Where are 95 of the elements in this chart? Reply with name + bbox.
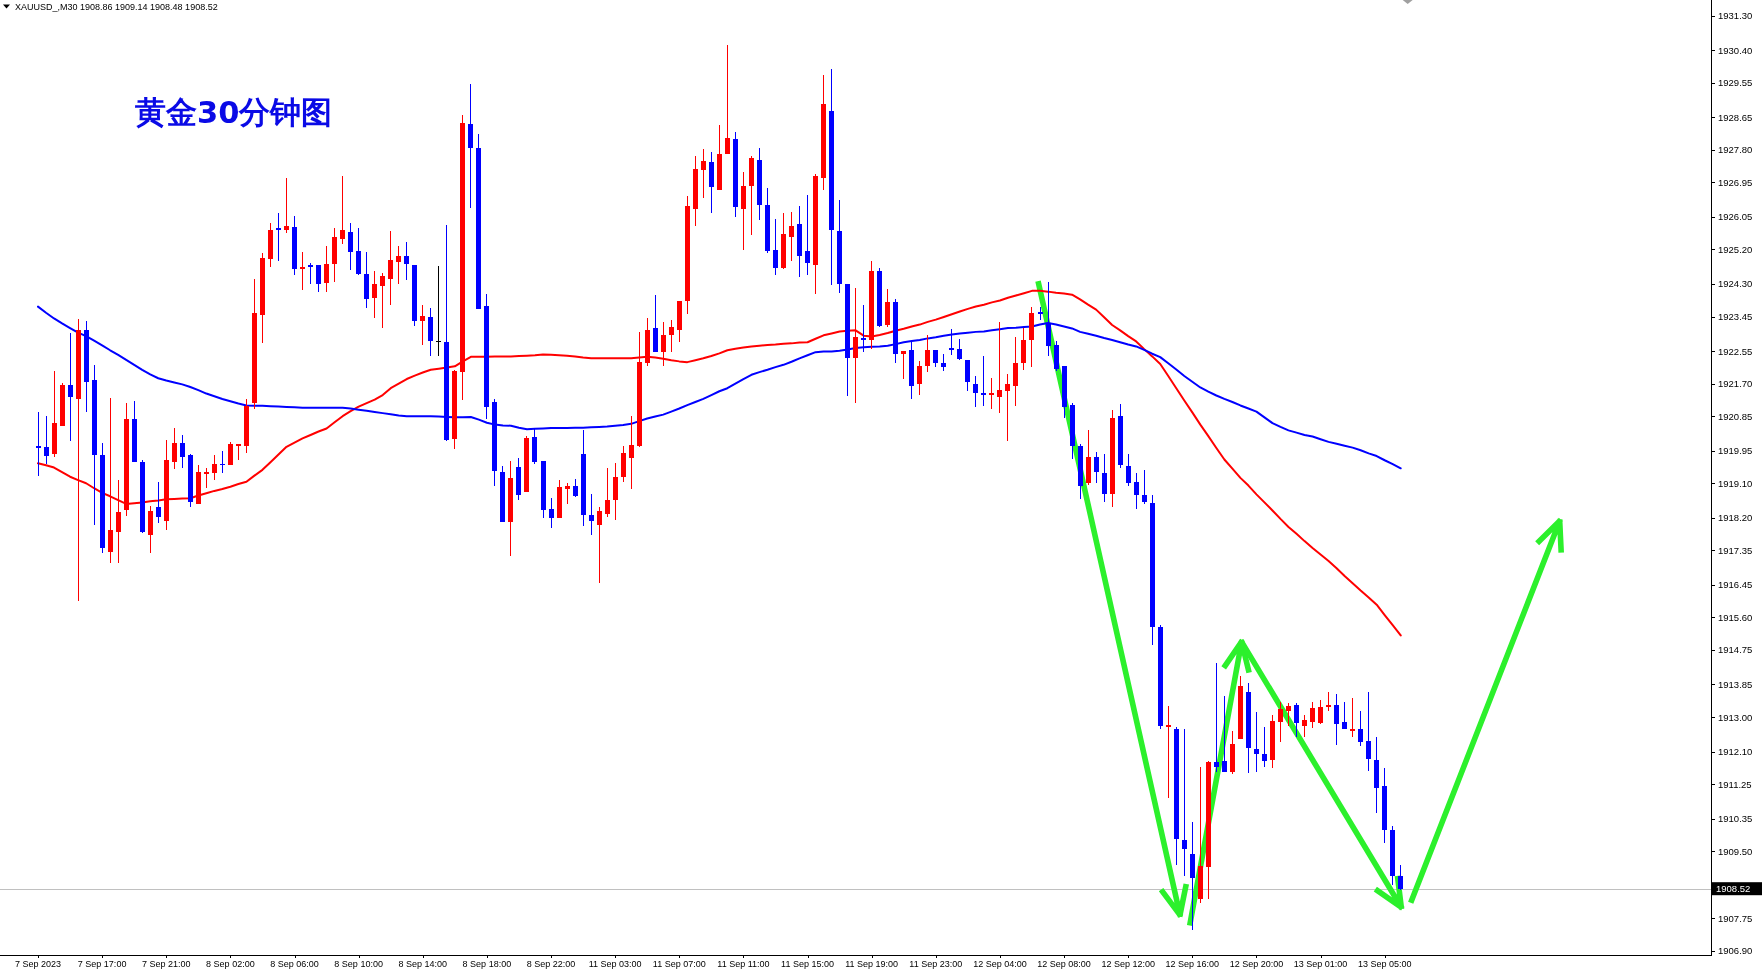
candlestick	[589, 494, 594, 535]
y-tick-label: 1922.55	[1718, 345, 1753, 357]
candlestick	[436, 266, 441, 356]
y-tick-label: 1926.95	[1718, 176, 1753, 188]
y-tick-label: 1924.30	[1718, 278, 1753, 290]
y-tick-label: 1906.90	[1718, 945, 1753, 957]
candlestick	[204, 468, 209, 488]
candlestick	[404, 242, 409, 280]
candlestick	[997, 322, 1002, 413]
x-tick-label: 11 Sep 07:00	[652, 959, 706, 969]
y-tick-label: 1925.20	[1718, 243, 1753, 255]
y-tick-label: 1928.65	[1718, 111, 1753, 123]
y-tick-label: 1915.60	[1718, 611, 1753, 623]
x-tick-label: 11 Sep 15:00	[781, 959, 834, 969]
y-tick-label: 1923.45	[1718, 311, 1753, 323]
x-tick-label: 12 Sep 16:00	[1165, 959, 1220, 969]
candlestick	[380, 273, 385, 328]
x-tick-label: 8 Sep 06:00	[270, 959, 319, 969]
x-tick-label: 7 Sep 17:00	[77, 959, 127, 969]
y-tick-label: 1912.10	[1718, 746, 1753, 758]
candlestick	[44, 416, 49, 464]
candlestick	[701, 149, 706, 198]
candlestick	[1286, 703, 1291, 726]
candlestick	[1038, 307, 1043, 320]
y-tick-label: 1931.30	[1718, 10, 1753, 22]
candlestick	[629, 416, 634, 489]
y-tick-label: 1930.40	[1718, 44, 1753, 56]
candlestick	[420, 305, 425, 345]
candlestick	[284, 178, 289, 233]
annotation: XAUUSD_,M30 1908.86 1909.14 1908.48 1908.52	[15, 2, 218, 12]
candlestick	[340, 176, 345, 244]
candlestick	[597, 507, 602, 583]
candlestick	[1182, 729, 1187, 876]
text: 黄金30分钟图	[135, 94, 333, 130]
y-tick-label: 1911.25	[1718, 778, 1752, 790]
x-tick-label: 13 Sep 01:00	[1293, 959, 1348, 969]
y-tick-label: 1918.20	[1718, 512, 1753, 524]
candlestick	[276, 213, 281, 261]
candlestick	[236, 444, 241, 460]
candlestick	[1166, 706, 1171, 798]
candlestick	[108, 398, 113, 563]
candlestick	[725, 45, 730, 154]
candlestick	[68, 333, 73, 441]
y-tick-label: 1927.80	[1718, 144, 1753, 156]
candlestick	[1214, 663, 1219, 772]
candlestick	[901, 351, 906, 379]
x-tick-label: 11 Sep 23:00	[909, 959, 963, 969]
x-tick-label: 8 Sep 10:00	[334, 959, 383, 969]
y-tick-label: 1919.10	[1718, 477, 1753, 489]
x-tick-label: 8 Sep 14:00	[398, 959, 448, 969]
x-tick-label: 12 Sep 08:00	[1037, 959, 1091, 969]
x-tick-label: 8 Sep 02:00	[206, 959, 255, 969]
y-tick-label: 1907.75	[1718, 912, 1753, 924]
candlestick	[36, 412, 41, 476]
y-tick-label: 1913.00	[1718, 711, 1753, 723]
candlestick	[1254, 712, 1259, 772]
candlestick	[989, 378, 994, 409]
y-tick-label: 1926.05	[1718, 211, 1753, 223]
candlestick	[949, 329, 954, 355]
y-tick-label: 1919.95	[1718, 445, 1753, 457]
y-tick-label: 1910.35	[1718, 813, 1753, 825]
y-tick-label: 1913.85	[1718, 678, 1753, 690]
ref-line-label: 1908.52	[1716, 883, 1751, 895]
candlestick	[1262, 727, 1267, 767]
x-tick-label: 12 Sep 12:00	[1101, 959, 1155, 969]
y-tick-label: 1909.50	[1718, 845, 1753, 857]
candlestick	[1142, 470, 1147, 504]
y-tick-label: 1916.45	[1718, 579, 1753, 591]
candlestick	[805, 195, 810, 275]
x-tick-label: 12 Sep 20:00	[1229, 959, 1284, 969]
candlestick	[565, 483, 570, 504]
candlestick	[300, 252, 305, 290]
x-tick-label: 11 Sep 11:00	[717, 959, 770, 969]
x-tick-label: 12 Sep 04:00	[973, 959, 1027, 969]
y-tick-label: 1920.85	[1718, 410, 1753, 422]
candlestick	[308, 263, 313, 284]
candlestick	[1326, 692, 1331, 711]
candlestick	[1005, 374, 1010, 441]
y-tick-label: 1917.35	[1718, 544, 1753, 556]
x-tick-label: 8 Sep 18:00	[462, 959, 512, 969]
x-tick-label: 13 Sep 05:00	[1357, 959, 1412, 969]
y-tick-label: 1914.75	[1718, 644, 1753, 656]
candlestick	[1222, 696, 1227, 772]
x-tick-label: 7 Sep 21:00	[141, 959, 191, 969]
candlestick	[220, 451, 225, 473]
candlestick	[1350, 698, 1355, 737]
candlestick	[396, 246, 401, 284]
x-tick-label: 11 Sep 03:00	[588, 959, 642, 969]
y-tick-label: 1921.70	[1718, 378, 1753, 390]
x-tick-label: 11 Sep 19:00	[845, 959, 899, 969]
x-tick-label: 8 Sep 22:00	[526, 959, 576, 969]
candlestick	[468, 84, 473, 208]
candlestick	[981, 356, 986, 406]
x-tick-label: 7 Sep 2023	[14, 959, 62, 969]
y-tick-label: 1929.55	[1718, 77, 1753, 89]
